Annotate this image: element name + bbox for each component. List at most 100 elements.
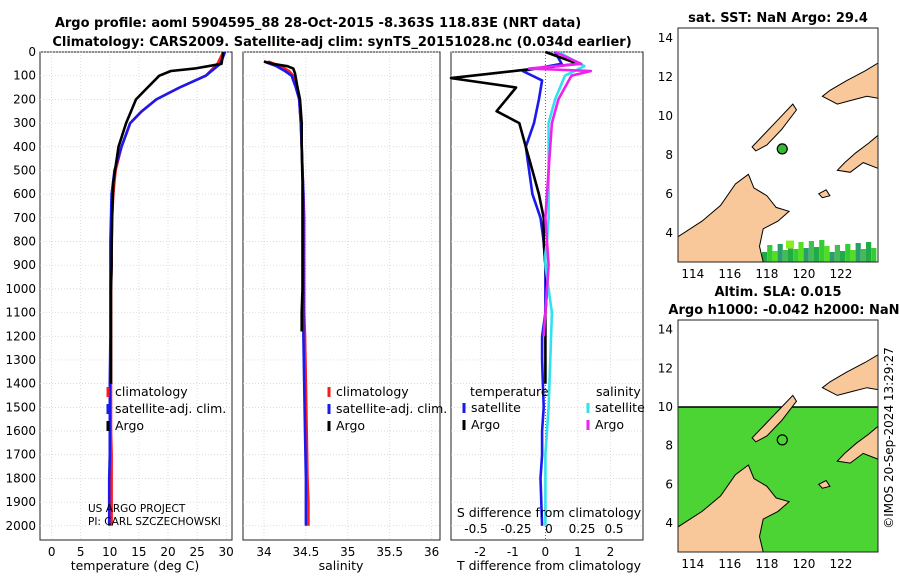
plot-frame [39,51,233,541]
sla-cell [804,443,818,455]
sla-cell [748,419,762,431]
x-tick-label: 35.5 [376,545,403,559]
sla-cell [832,539,846,551]
land-polygon [751,394,798,443]
sst-cell [866,242,872,262]
sla-cell [762,527,776,539]
map-y-tick-label: 14 [658,31,673,45]
sst-cell [782,250,788,262]
sla-cell [748,407,762,419]
sla-cell [790,419,804,431]
sla-cell [804,419,818,431]
x-tick-label: 34 [256,545,271,559]
x-tick-label: 0 [48,545,56,559]
secondary-x-tick-label: 0 [545,522,553,536]
sla-cell [846,479,860,491]
sla-cell [874,503,878,515]
sla-cell [762,467,776,479]
sla-cell [818,491,832,503]
sla-cell [692,467,706,479]
map-y-tick-label: 14 [658,323,673,337]
sla-cell [790,407,804,419]
sla-cell [692,479,706,491]
land-polygon [821,354,878,396]
map-x-tick-label: 114 [681,557,704,571]
sla-cell [804,431,818,443]
map-y-tick-label: 8 [665,148,673,162]
sst-cell [840,251,846,262]
land-polygon [751,103,798,152]
sla-cell [874,419,878,431]
sla-cell [846,467,860,479]
map-x-tick-label: 114 [681,267,704,281]
legend-label: Argo [471,417,500,432]
sla-cell [734,443,748,455]
pi-credit: PI: CARL SZCZECHOWSKI [88,516,221,528]
sla-cell [860,503,874,515]
salinity-xlabel: salinity [319,558,364,573]
sla-cell [776,479,790,491]
sst-cell [850,250,856,262]
y-tick-label: 1700 [5,448,36,462]
sla-cell [692,455,706,467]
legend-heading: temperature [470,384,549,399]
sla-cell [678,431,692,443]
sla-cell [678,455,692,467]
sla-cell [776,527,790,539]
secondary-x-tick-label: -0.5 [464,522,487,536]
sla-cell [706,443,720,455]
sst-cell [845,244,851,262]
sla-cell [804,455,818,467]
sst-cell [834,245,840,262]
y-tick-label: 400 [13,140,36,154]
map-y-tick-label: 8 [665,439,673,453]
sla-cell [874,479,878,491]
sla-cell [818,467,832,479]
map-x-tick-label: 122 [830,557,853,571]
sla-cell [692,407,706,419]
sla-cell [776,539,790,551]
series-line-salinity-argo [527,50,593,337]
sla-cell [846,407,860,419]
sla-cell [860,539,874,551]
sst-cell [855,243,861,262]
sla-cell [832,503,846,515]
sla-cell [832,431,846,443]
x-tick-label: -2 [474,545,486,559]
y-tick-label: 1300 [5,353,36,367]
sla-cell [776,455,790,467]
legend-label: Argo [336,418,365,433]
argo-position-marker [776,434,788,446]
sst-cell [793,249,799,262]
sla-cell [720,443,734,455]
argo-position-marker [776,143,788,155]
map-y-tick-label: 10 [658,400,673,414]
sla-cell [734,431,748,443]
y-tick-label: 200 [13,92,36,106]
map-y-tick-label: 6 [665,477,673,491]
sla-cell [776,443,790,455]
sla-cell [832,443,846,455]
sla-cell [860,515,874,527]
y-tick-label: 1200 [5,329,36,343]
x-tick-label: -1 [507,545,519,559]
land-polygon [678,173,791,262]
legend-label: climatology [115,384,188,399]
sla-cell [818,515,832,527]
figure-title-line2: Climatology: CARS2009. Satellite-adj cli… [52,35,631,50]
sla-cell [706,431,720,443]
sla-cell [804,479,818,491]
y-tick-label: 0 [28,45,36,59]
sla-cell [846,527,860,539]
sla-cell [804,467,818,479]
imos-timestamp: ©IMOS 20-Sep-2024 13:29:27 [882,347,896,529]
sla-cell [860,455,874,467]
sla-cell [692,419,706,431]
y-tick-label: 2000 [5,519,36,533]
x-tick-label: 10 [102,545,117,559]
x-tick-label: 2 [607,545,615,559]
x-tick-label: 34.5 [293,545,320,559]
sst-cell [829,252,835,262]
sla-map-title-line1: Altim. SLA: 0.015 [715,285,842,300]
sla-cell [790,431,804,443]
